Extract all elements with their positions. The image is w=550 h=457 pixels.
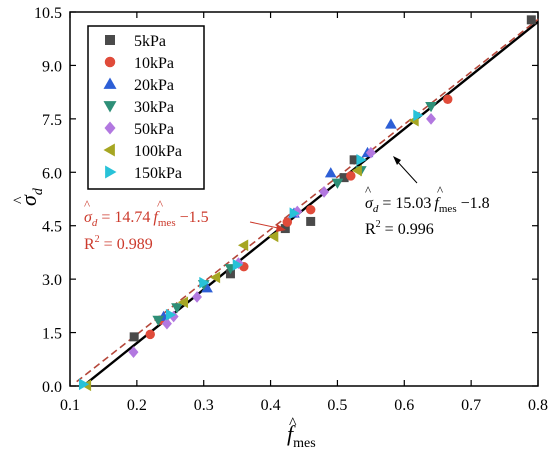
legend-marker-100kPa <box>103 143 115 157</box>
legend-label-100kPa: 100kPa <box>134 143 182 160</box>
y-axis-label-sub: d <box>31 187 46 195</box>
data-point-150kPa <box>165 308 177 321</box>
x-tick-label: 0.5 <box>327 397 347 414</box>
data-point-150kPa <box>413 109 424 122</box>
solid-fit-r2: R2 = 0.996 <box>365 219 434 238</box>
data-point-50kPa <box>319 186 330 198</box>
dashed-fit-r2: R2 = 0.989 <box>84 234 153 253</box>
data-point-50kPa <box>161 317 172 330</box>
data-point-100kPa <box>177 296 189 309</box>
data-point-10kPa <box>145 329 155 340</box>
y-tick-label: 6.0 <box>42 165 62 182</box>
data-point-50kPa <box>365 146 376 159</box>
legend-label-5kPa: 5kPa <box>134 33 166 50</box>
y-tick-label: 4.5 <box>42 219 62 236</box>
legend-label-50kPa: 50kPa <box>134 121 174 138</box>
data-point-30kPa <box>425 102 437 113</box>
y-tick-label: 1.5 <box>42 326 62 343</box>
data-point-100kPa <box>351 164 362 177</box>
data-point-50kPa <box>128 346 139 359</box>
svg-text:σd: σd <box>16 187 46 206</box>
legend-marker-5kPa <box>105 35 115 45</box>
data-point-50kPa <box>192 291 203 303</box>
y-tick-label: 10.5 <box>34 5 62 22</box>
dashed-fit-equation: σd = 14.74 fmes −1.5 <box>84 209 209 229</box>
legend-label-150kPa: 150kPa <box>134 165 182 182</box>
x-tick-label: 0.7 <box>461 397 481 414</box>
y-tick-label: 0.0 <box>42 379 62 396</box>
data-point-100kPa <box>237 239 249 252</box>
legend: 5kPa 10kPa 20kPa 30kPa 50kPa 100kPa 150kPa <box>87 25 205 190</box>
y-tick-label: 3.0 <box>42 272 62 289</box>
legend-label-10kPa: 10kPa <box>134 55 174 72</box>
fit-line-solid <box>82 20 539 387</box>
x-axis-label-sub: mes <box>293 436 316 451</box>
dashed-fit-annotation: σd = 14.74 fmes −1.5 ^ ^ R2 = 0.989 <box>84 197 286 253</box>
x-axis-label-hat: ^ <box>289 415 297 432</box>
legend-marker-50kPa <box>104 121 116 135</box>
data-point-100kPa <box>209 271 221 284</box>
y-tick-label: 9.0 <box>42 58 62 75</box>
plot-frame <box>69 11 539 387</box>
data-point-20kPa <box>385 118 397 129</box>
legend-label-30kPa: 30kPa <box>134 99 174 116</box>
x-tick-label: 0.3 <box>194 397 214 414</box>
data-point-10kPa <box>443 94 453 104</box>
data-point-30kPa <box>171 303 183 314</box>
legend-marker-20kPa <box>103 77 117 89</box>
data-point-5kPa <box>526 15 536 25</box>
x-tick-label: 0.1 <box>60 397 80 414</box>
data-point-150kPa <box>356 153 367 166</box>
dashed-fit-arrow-head <box>276 224 286 232</box>
data-point-20kPa <box>324 167 337 178</box>
solid-fit-arrow-line <box>395 159 418 184</box>
data-point-10kPa <box>282 217 293 227</box>
solid-fit-annotation: σd = 15.03 fmes −1.8 ^ ^ R2 = 0.996 <box>365 156 490 238</box>
x-axis-label: fmes ^ <box>287 415 316 451</box>
legend-label-20kPa: 20kPa <box>134 77 174 94</box>
x-axis-label-base: f <box>287 421 296 446</box>
y-axis-label: σd ^ <box>11 187 46 206</box>
y-axis-label-hat: ^ <box>11 196 28 204</box>
data-point-150kPa <box>289 207 300 220</box>
x-tick-label: 0.2 <box>127 397 147 414</box>
legend-marker-10kPa <box>104 56 116 68</box>
data-point-100kPa <box>268 230 279 243</box>
solid-fit-arrow-head <box>393 156 401 165</box>
x-tick-label: 0.6 <box>394 397 414 414</box>
solid-fit-equation: σd = 15.03 fmes −1.8 <box>365 195 490 215</box>
data-point-30kPa <box>152 315 165 326</box>
data-point-20kPa <box>201 282 213 293</box>
data-point-5kPa <box>306 216 316 226</box>
data-point-50kPa <box>426 113 437 125</box>
data-point-5kPa <box>339 173 349 183</box>
axis-ticks: 0.1 0.2 0.3 0.4 0.5 0.6 0.7 0.8 0.0 1.5 3.0 4.5 6.0 7… <box>34 5 548 414</box>
y-axis-label-base: σ <box>16 194 41 206</box>
legend-marker-30kPa <box>103 101 117 113</box>
dashed-fit-hat-sigma: ^ <box>84 197 90 212</box>
x-tick-label: 0.8 <box>528 397 548 414</box>
data-point-5kPa <box>349 155 359 165</box>
y-tick-label: 7.5 <box>42 112 62 129</box>
data-point-50kPa <box>292 205 303 218</box>
data-point-5kPa <box>280 224 290 234</box>
fit-line-dashed <box>76 18 539 383</box>
data-point-150kPa <box>78 378 90 391</box>
svg-text:fmes: fmes <box>287 421 316 451</box>
solid-fit-hat-f: ^ <box>437 183 443 198</box>
solid-fit-hat-sigma: ^ <box>365 183 371 198</box>
data-points <box>78 15 536 392</box>
data-point-10kPa <box>305 204 316 215</box>
dashed-fit-hat-f: ^ <box>157 197 163 212</box>
data-point-5kPa <box>129 332 139 342</box>
data-point-150kPa <box>232 259 243 271</box>
data-point-30kPa <box>331 178 344 189</box>
data-point-150kPa <box>199 276 210 289</box>
fit-lines <box>76 18 539 387</box>
dashed-fit-arrow-line <box>249 221 279 229</box>
legend-marker-150kPa <box>105 165 117 179</box>
x-tick-label: 0.4 <box>261 397 281 414</box>
data-point-10kPa <box>346 171 356 181</box>
